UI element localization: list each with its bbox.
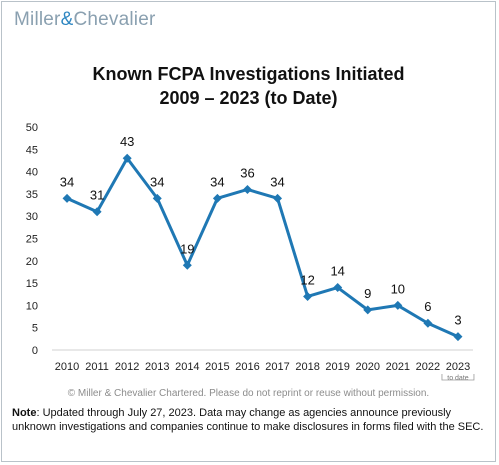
x-tick-label: 2017 — [265, 361, 289, 373]
footnote-label: Note — [12, 407, 37, 419]
data-point — [122, 153, 132, 163]
data-point — [393, 300, 403, 310]
x-tick-label: 2018 — [295, 361, 319, 373]
brand-logo: Miller&Chevalier — [14, 9, 156, 31]
y-tick-label: 5 — [32, 323, 38, 335]
y-tick-label: 35 — [26, 189, 38, 201]
data-point — [363, 305, 373, 315]
x-tick-label: 2011 — [85, 361, 109, 373]
data-point — [273, 193, 283, 203]
x-tick-label: 2021 — [386, 361, 410, 373]
y-tick-label: 40 — [26, 167, 38, 179]
brand-ampersand: & — [60, 9, 74, 30]
to-date-bracket — [441, 374, 475, 381]
x-tick-label: 2023 — [446, 361, 470, 373]
data-label: 19 — [180, 241, 194, 256]
data-label: 34 — [270, 174, 284, 189]
data-point — [212, 193, 222, 203]
data-label: 12 — [300, 272, 314, 287]
chart-title-line1: Known FCPA Investigations Initiated — [92, 64, 405, 84]
x-tick-label: 2014 — [175, 361, 199, 373]
data-point — [62, 193, 72, 203]
chart-title-line2: 2009 – 2023 (to Date) — [159, 88, 338, 108]
y-tick-label: 20 — [26, 256, 38, 268]
brand-name-right: Chevalier — [73, 9, 156, 30]
x-tick-label: 2016 — [235, 361, 259, 373]
data-label: 36 — [240, 165, 254, 180]
y-tick-label: 45 — [26, 144, 38, 156]
x-tick-label: 2020 — [356, 361, 380, 373]
data-label: 9 — [364, 286, 371, 301]
data-label: 31 — [90, 188, 104, 203]
x-tick-label: 2010 — [55, 361, 79, 373]
data-point — [303, 291, 313, 301]
y-tick-label: 30 — [26, 211, 38, 223]
data-point — [92, 207, 102, 217]
y-tick-label: 25 — [26, 234, 38, 246]
data-label: 34 — [210, 174, 224, 189]
x-tick-label: 2012 — [115, 361, 139, 373]
data-label: 34 — [60, 174, 74, 189]
data-point — [152, 193, 162, 203]
x-tick-label: 2013 — [145, 361, 169, 373]
data-point — [423, 318, 433, 328]
data-point — [182, 260, 192, 270]
x-tick-label: 2019 — [325, 361, 349, 373]
data-label: 34 — [150, 174, 164, 189]
data-label: 6 — [424, 299, 431, 314]
data-label: 3 — [454, 313, 461, 328]
brand-name-left: Miller — [14, 9, 61, 30]
data-label: 10 — [391, 281, 405, 296]
copyright-notice: © Miller & Chevalier Chartered. Please d… — [67, 388, 430, 399]
data-label: 43 — [120, 134, 134, 149]
y-tick-label: 0 — [32, 345, 38, 357]
x-tick-label: 2022 — [416, 361, 440, 373]
to-date-annotation: to date — [447, 375, 469, 382]
y-tick-label: 50 — [26, 122, 38, 134]
footnote: Note: Updated through July 27, 2023. Dat… — [12, 406, 490, 434]
x-tick-label: 2015 — [205, 361, 229, 373]
y-tick-label: 15 — [26, 278, 38, 290]
data-label: 14 — [330, 264, 344, 279]
y-tick-label: 10 — [26, 300, 38, 312]
data-point — [333, 283, 343, 293]
data-point — [453, 332, 463, 342]
footnote-text: : Updated through July 27, 2023. Data ma… — [12, 407, 484, 433]
data-point — [242, 184, 252, 194]
series-line — [66, 156, 459, 338]
